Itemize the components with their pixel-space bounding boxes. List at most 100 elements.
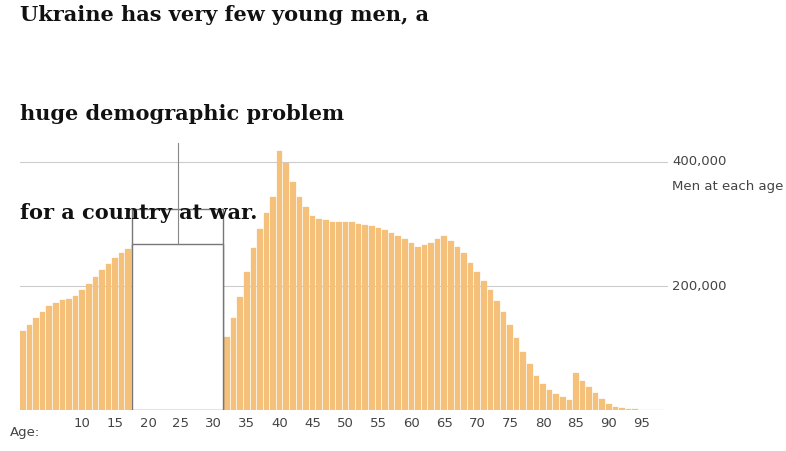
Bar	[93, 277, 98, 410]
Bar	[389, 233, 395, 410]
Bar	[442, 236, 447, 410]
Bar	[343, 222, 348, 410]
Bar	[73, 296, 79, 410]
Bar	[356, 224, 362, 410]
Bar	[336, 222, 342, 410]
Bar	[191, 353, 197, 410]
Bar	[79, 290, 85, 410]
Text: Age:: Age:	[9, 426, 39, 439]
Bar	[27, 325, 32, 410]
Bar	[132, 209, 223, 410]
Bar	[527, 364, 533, 410]
Bar	[600, 399, 605, 410]
Bar	[369, 226, 375, 410]
Bar	[218, 350, 223, 410]
Bar	[270, 197, 276, 410]
Bar	[277, 151, 282, 410]
Bar	[106, 264, 112, 410]
Bar	[494, 301, 500, 410]
Bar	[435, 239, 440, 410]
Text: Men at each age: Men at each age	[672, 180, 784, 193]
Bar	[264, 213, 270, 410]
Bar	[409, 243, 414, 410]
Text: 200,000: 200,000	[672, 280, 726, 293]
Bar	[132, 245, 138, 410]
Bar	[211, 356, 217, 410]
Bar	[20, 331, 26, 410]
Bar	[349, 222, 355, 410]
Bar	[145, 266, 151, 410]
Bar	[159, 297, 164, 410]
Bar	[619, 408, 625, 410]
Bar	[567, 400, 572, 410]
Bar	[580, 381, 586, 410]
Bar	[86, 284, 92, 410]
Bar	[152, 282, 157, 410]
Bar	[514, 338, 520, 410]
Bar	[612, 407, 619, 410]
Bar	[112, 258, 118, 410]
Bar	[138, 254, 145, 410]
Bar	[593, 393, 598, 410]
Bar	[303, 207, 309, 410]
Bar	[317, 219, 322, 410]
Bar	[428, 243, 434, 410]
Bar	[362, 225, 368, 410]
Bar	[540, 384, 545, 410]
Bar	[257, 229, 263, 410]
Bar	[448, 241, 454, 410]
Bar	[132, 244, 223, 410]
Bar	[475, 272, 480, 410]
Bar	[178, 337, 184, 410]
Bar	[60, 300, 65, 410]
Bar	[231, 318, 237, 410]
Bar	[501, 312, 506, 410]
Text: huge demographic problem: huge demographic problem	[20, 104, 343, 124]
Bar	[520, 352, 526, 410]
Bar	[382, 230, 387, 410]
Bar	[560, 397, 566, 410]
Bar	[395, 236, 401, 410]
Bar	[329, 222, 335, 410]
Bar	[290, 182, 296, 410]
Bar	[53, 303, 59, 410]
Bar	[461, 253, 467, 410]
Bar	[165, 312, 171, 410]
Bar	[415, 247, 421, 410]
Bar	[284, 163, 289, 410]
Bar	[185, 346, 190, 410]
Bar	[626, 409, 631, 410]
Bar	[323, 220, 329, 410]
Bar	[468, 262, 473, 410]
Bar	[547, 390, 553, 410]
Bar	[507, 325, 513, 410]
Bar	[586, 387, 592, 410]
Bar	[171, 325, 177, 410]
Bar	[126, 249, 131, 410]
Bar	[46, 306, 52, 410]
Bar	[237, 297, 243, 410]
Bar	[481, 281, 487, 410]
Bar	[296, 197, 303, 410]
Bar	[310, 216, 315, 410]
Bar	[224, 337, 230, 410]
Bar	[487, 290, 493, 410]
Bar	[244, 272, 250, 410]
Bar	[606, 404, 612, 410]
Bar	[204, 357, 210, 410]
Text: 400,000: 400,000	[672, 155, 726, 168]
Bar	[198, 356, 204, 410]
Bar	[454, 247, 461, 410]
Bar	[553, 394, 559, 410]
Bar	[66, 299, 72, 410]
Bar	[573, 373, 578, 410]
Bar	[33, 318, 39, 410]
Bar	[132, 244, 223, 410]
Text: for a country at war.: for a country at war.	[20, 203, 257, 223]
Bar	[534, 376, 539, 410]
Bar	[40, 312, 46, 410]
Bar	[99, 270, 105, 410]
Bar	[376, 228, 381, 410]
Bar	[119, 253, 124, 410]
Bar	[251, 248, 256, 410]
